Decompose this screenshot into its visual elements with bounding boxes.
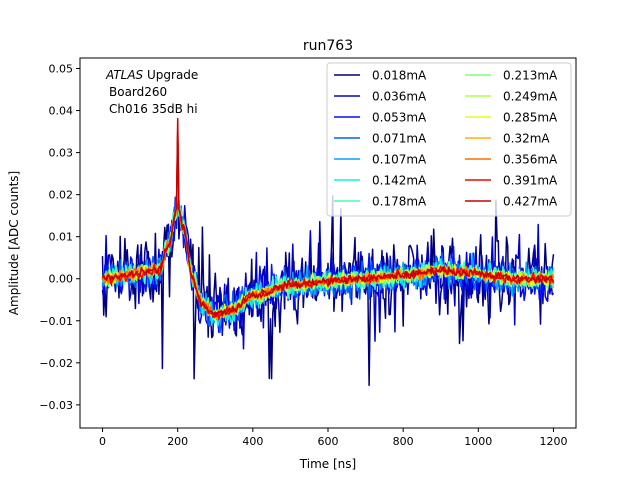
legend-label: 0.018mA (372, 69, 427, 83)
legend-frame (326, 62, 572, 217)
legend-label: 0.32mA (503, 132, 550, 146)
x-axis-label: Time [ns] (299, 457, 356, 471)
legend-label: 0.107mA (372, 153, 427, 167)
y-tick-label: 0.04 (49, 105, 74, 118)
legend-label: 0.213mA (503, 69, 558, 83)
y-tick-label: 0.02 (49, 189, 74, 202)
x-tick-label: 0 (99, 435, 106, 448)
legend: 0.018mA 0.036mA 0.053mA 0.071mA 0.107mA 0.142… (326, 62, 572, 217)
legend-label: 0.285mA (503, 111, 558, 125)
x-tick-label: 1000 (464, 435, 492, 448)
legend-label: 0.053mA (372, 111, 427, 125)
y-axis: −0.03 −0.02 −0.01 0.00 0.01 0.02 0.03 0.04 0.05 (39, 63, 80, 412)
annotation-upgrade: Upgrade (143, 68, 198, 82)
plot-annotation: ATLAS Upgrade Board260 Ch016 35dB hi (105, 68, 198, 116)
legend-label: 0.178mA (372, 195, 427, 209)
y-tick-label: 0.00 (49, 273, 74, 286)
annotation-atlas: ATLAS (105, 68, 144, 82)
x-tick-label: 1200 (539, 435, 567, 448)
legend-label: 0.391mA (503, 174, 558, 188)
y-tick-label: −0.02 (39, 357, 73, 370)
x-tick-label: 400 (242, 435, 263, 448)
legend-label: 0.036mA (372, 90, 427, 104)
y-tick-label: −0.03 (39, 399, 73, 412)
y-tick-label: 0.03 (49, 147, 74, 160)
chart-title: run763 (303, 38, 353, 54)
y-axis-label: Amplitude [ADC counts] (7, 171, 21, 315)
x-axis: 0 200 400 600 800 1000 1200 (99, 428, 567, 448)
x-tick-label: 800 (393, 435, 414, 448)
legend-label: 0.249mA (503, 90, 558, 104)
legend-label: 0.356mA (503, 153, 558, 167)
x-tick-label: 600 (318, 435, 339, 448)
legend-label: 0.071mA (372, 132, 427, 146)
legend-label: 0.142mA (372, 174, 427, 188)
annotation-channel: Ch016 35dB hi (109, 102, 198, 116)
annotation-board: Board260 (109, 85, 167, 99)
y-tick-label: 0.01 (49, 231, 74, 244)
legend-label: 0.427mA (503, 195, 558, 209)
annotation-line-1: ATLAS Upgrade (105, 68, 198, 82)
series-line (101, 117, 555, 318)
y-tick-label: −0.01 (39, 315, 73, 328)
x-tick-label: 200 (167, 435, 188, 448)
y-tick-label: 0.05 (49, 63, 74, 76)
series-layer (101, 117, 555, 387)
